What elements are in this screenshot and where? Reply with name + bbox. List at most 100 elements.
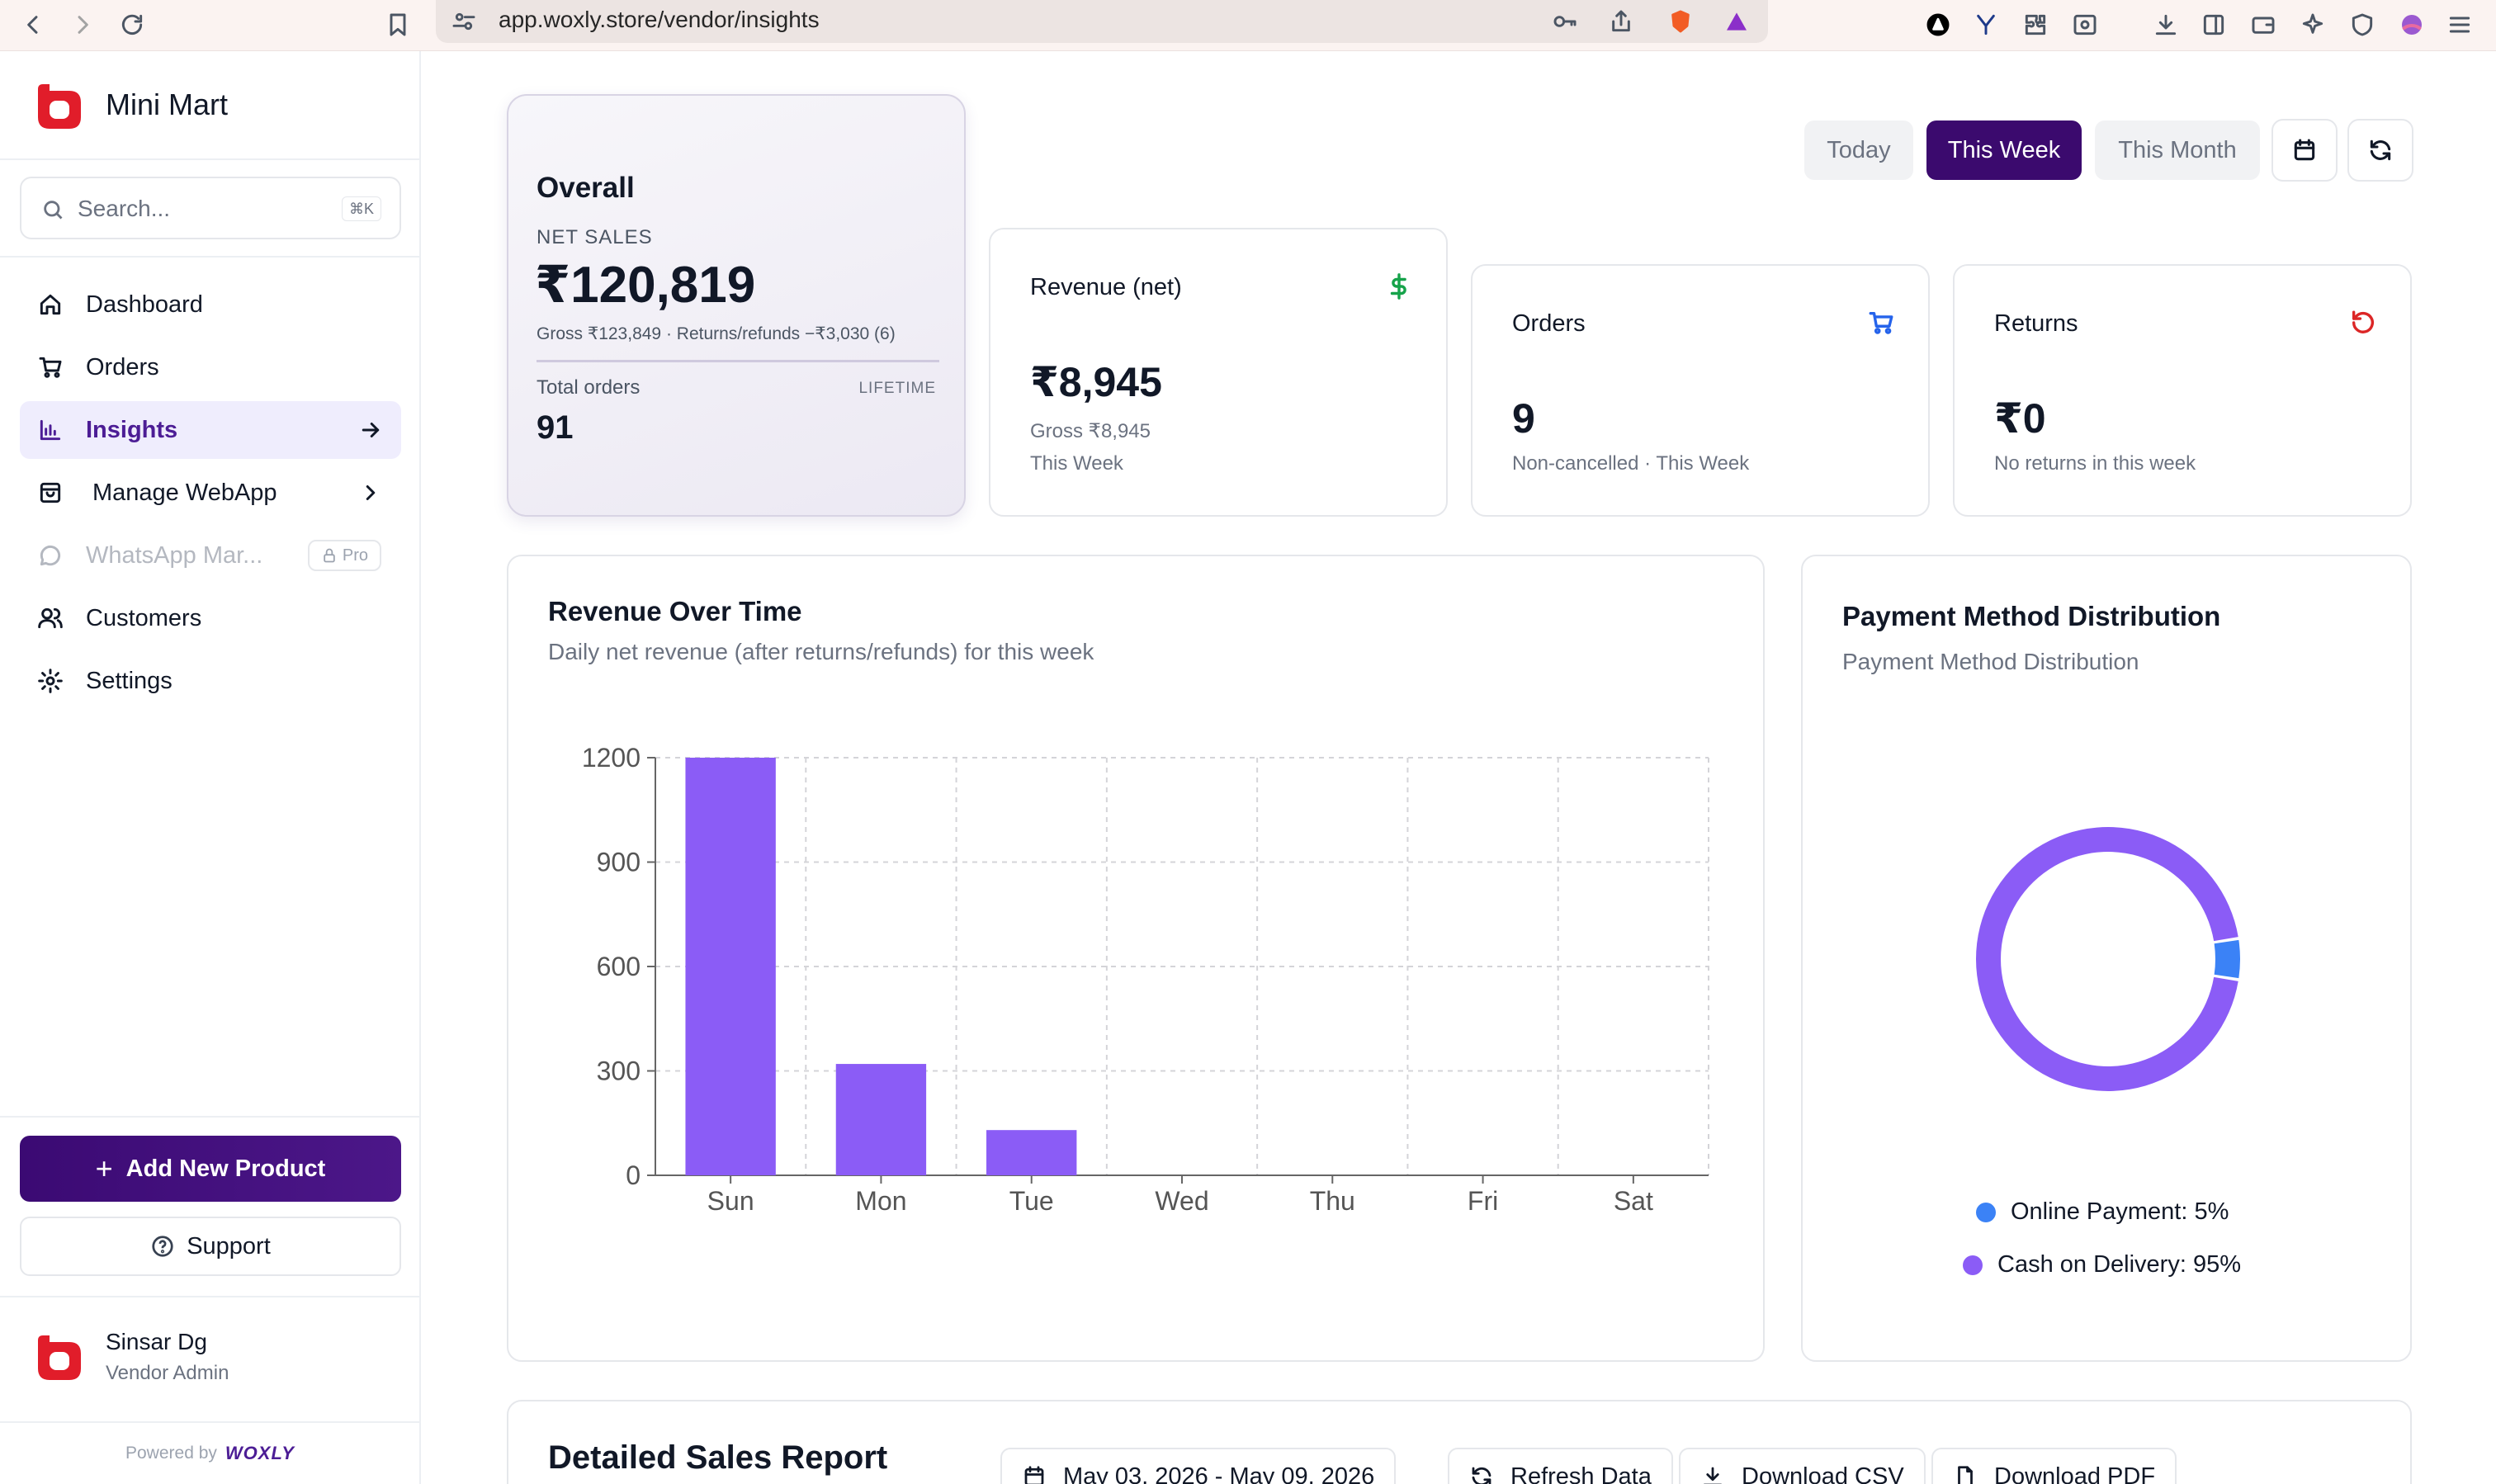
lock-icon <box>324 548 335 563</box>
home-icon <box>36 291 64 319</box>
overall-title: Overall <box>537 172 635 204</box>
powered-by: Powered by WOXLY <box>125 1443 295 1464</box>
range-today-button[interactable]: Today <box>1804 121 1913 180</box>
sidebar-item-insights[interactable]: Insights <box>20 401 401 459</box>
download-pdf-button[interactable]: Download PDF <box>1931 1448 2177 1484</box>
search-input[interactable] <box>78 191 325 226</box>
refresh-icon <box>2370 139 2391 161</box>
sidebar-item-label: WhatsApp Mar... <box>86 541 263 569</box>
sidebar-item-settings[interactable]: Settings <box>20 652 401 710</box>
powered-by-label: Powered by <box>125 1444 217 1463</box>
y-tick-label: 900 <box>597 848 641 877</box>
brand-name: Mini Mart <box>106 87 229 121</box>
key-icon[interactable] <box>1547 3 1583 40</box>
revenue-net-value: ₹8,945 <box>1030 359 1162 405</box>
extension-y-icon[interactable] <box>1968 7 2004 43</box>
reload-icon[interactable] <box>114 7 150 43</box>
y-tick-label: 1200 <box>582 746 641 773</box>
brave-shield-icon[interactable] <box>1662 3 1699 40</box>
refresh-data-label: Refresh Data <box>1510 1463 1652 1484</box>
mini-mart-logo-icon <box>38 84 81 129</box>
cart-icon <box>36 353 64 381</box>
donut-slice-cash-on-delivery[interactable] <box>1976 827 2238 1091</box>
sidebar-item-label: Customers <box>86 604 202 631</box>
sidebar-item-label: Settings <box>86 667 173 694</box>
vpn-shield-icon[interactable] <box>2344 7 2380 43</box>
revenue-period: This Week <box>1030 452 1123 475</box>
orders-sub: Non-cancelled · This Week <box>1512 452 1750 475</box>
range-this-week-button[interactable]: This Week <box>1926 121 2082 180</box>
revenue-net-title: Revenue (net) <box>1030 274 1182 300</box>
bookmark-icon[interactable] <box>380 7 416 43</box>
browser-toolbar: app.woxly.store/vendor/insights <box>0 0 2496 51</box>
revenue-chart-subtitle: Daily net revenue (after returns/refunds… <box>548 639 1094 664</box>
sidebar-item-orders[interactable]: Orders <box>20 338 401 396</box>
profile-icon[interactable] <box>2394 7 2430 43</box>
dollar-icon <box>1385 272 1413 300</box>
sidebar-item-label: Dashboard <box>86 291 203 318</box>
download-icon <box>1704 1467 1722 1484</box>
returns-card: Returns ₹0 No returns in this week <box>1953 264 2412 517</box>
add-new-product-button[interactable]: + Add New Product <box>20 1136 401 1202</box>
divider <box>0 1296 419 1297</box>
menu-icon[interactable] <box>2442 7 2478 43</box>
x-tick-label: Tue <box>1009 1186 1054 1216</box>
x-tick-label: Wed <box>1155 1186 1208 1216</box>
back-icon[interactable] <box>15 7 51 43</box>
leo-ai-icon[interactable] <box>2295 7 2331 43</box>
wallet-vpn-icon[interactable] <box>1920 7 1956 43</box>
gear-icon <box>36 667 64 695</box>
share-icon[interactable] <box>1603 3 1639 40</box>
orders-value: 9 <box>1512 395 1535 442</box>
wallet-icon[interactable] <box>2245 7 2281 43</box>
sidebar: Mini Mart ⌘K Dashboard Orders Insights M… <box>0 51 421 1484</box>
download-csv-button[interactable]: Download CSV <box>1679 1448 1926 1484</box>
returns-sub: No returns in this week <box>1994 452 2196 475</box>
divider <box>0 1116 419 1118</box>
calendar-icon <box>2294 139 2315 161</box>
sidebar-item-customers[interactable]: Customers <box>20 589 401 647</box>
donut-slice-online-payment[interactable] <box>2214 939 2240 979</box>
date-range-button[interactable]: May 03, 2026 - May 09, 2026 <box>1000 1448 1397 1484</box>
range-this-month-button[interactable]: This Month <box>2095 121 2260 180</box>
extensions-icon[interactable] <box>2017 7 2054 43</box>
rewards-icon[interactable] <box>1718 3 1755 40</box>
refresh-data-button[interactable]: Refresh Data <box>1448 1448 1673 1484</box>
sidebar-item-dashboard[interactable]: Dashboard <box>20 276 401 333</box>
payment-chart-title: Payment Method Distribution <box>1842 601 2221 631</box>
date-picker-button[interactable] <box>2271 119 2338 182</box>
site-settings-icon[interactable] <box>446 3 482 40</box>
chat-icon <box>36 541 64 569</box>
add-new-product-label: Add New Product <box>125 1155 326 1182</box>
x-tick-label: Sun <box>707 1186 754 1216</box>
sidebar-toggle-icon[interactable] <box>2196 7 2232 43</box>
bar-tue[interactable] <box>986 1130 1077 1175</box>
address-bar[interactable]: app.woxly.store/vendor/insights <box>436 0 1768 43</box>
support-button[interactable]: Support <box>20 1217 401 1276</box>
legend-value: 5% <box>2194 1198 2229 1225</box>
sidebar-item-whatsapp-marketing[interactable]: WhatsApp Mar... Pro <box>20 527 401 584</box>
lifetime-label: LIFETIME <box>858 380 936 397</box>
refresh-icon <box>1472 1467 1491 1484</box>
avatar[interactable] <box>33 1332 84 1383</box>
refresh-button[interactable] <box>2347 119 2413 182</box>
net-sales-value: ₹120,819 <box>535 257 756 314</box>
find-icon[interactable] <box>2067 7 2103 43</box>
divider <box>0 256 419 258</box>
bar-mon[interactable] <box>835 1064 927 1175</box>
bag-icon <box>36 479 64 507</box>
y-tick-label: 600 <box>597 952 641 981</box>
help-circle-icon <box>152 1236 173 1257</box>
legend-label: Online Payment <box>2011 1198 2182 1225</box>
download-icon[interactable] <box>2148 7 2184 43</box>
user-role: Vendor Admin <box>106 1362 229 1384</box>
sidebar-item-label: Manage WebApp <box>92 479 277 506</box>
bar-sun[interactable] <box>685 758 776 1175</box>
url-text[interactable]: app.woxly.store/vendor/insights <box>499 7 820 32</box>
legend-label: Cash on Delivery <box>1997 1251 2180 1278</box>
sidebar-item-manage-webapp[interactable]: Manage WebApp <box>20 464 401 522</box>
cash-on-delivery-dot <box>1963 1255 1983 1275</box>
bar-chart-icon <box>36 416 64 444</box>
forward-icon[interactable] <box>64 7 101 43</box>
search-box[interactable]: ⌘K <box>20 177 401 239</box>
